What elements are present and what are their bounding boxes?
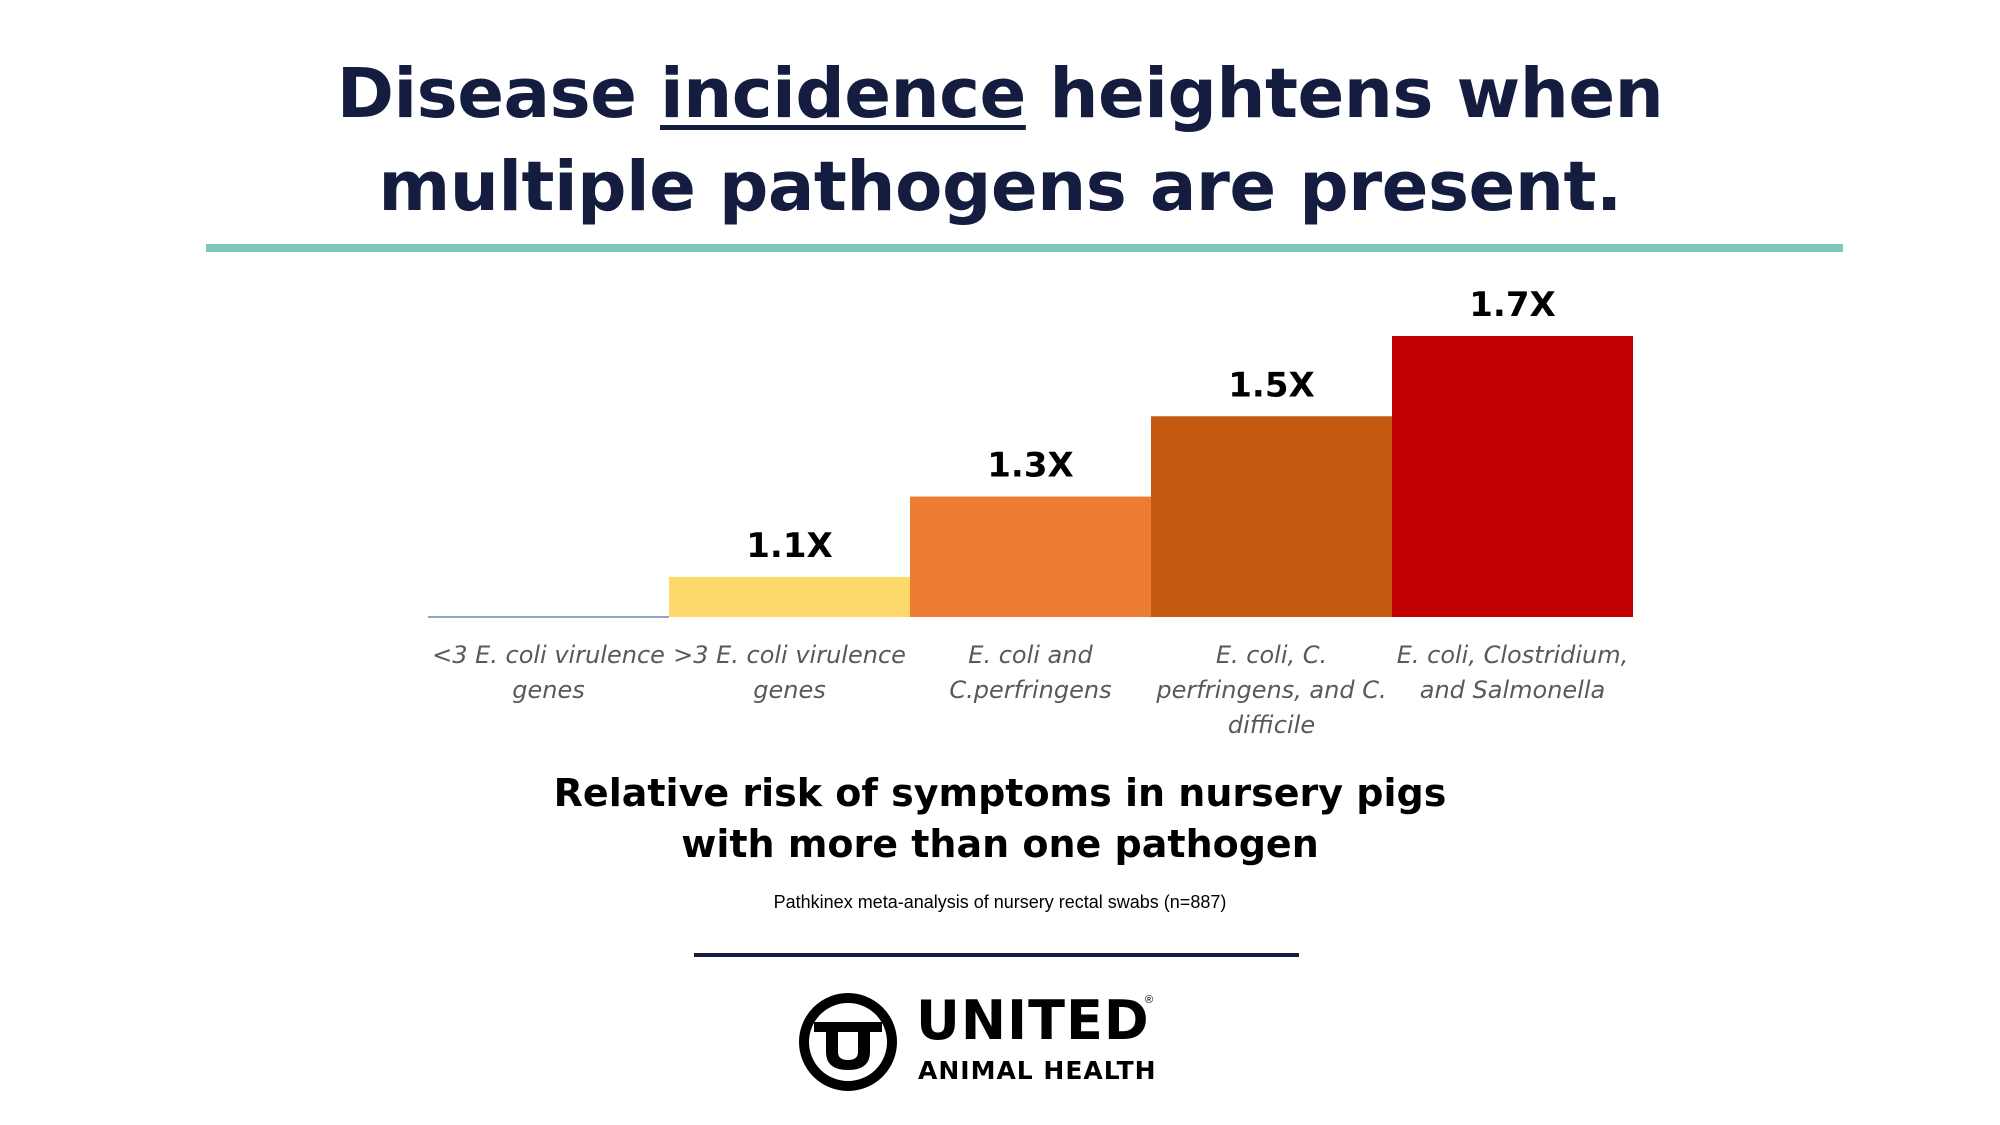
title-line1-rest: heightens when (1049, 54, 1664, 134)
data-label-3: 1.3X (987, 446, 1073, 486)
category-label-2: >3 E. coli virulence genes (673, 641, 906, 704)
logo-wordmark: UNITED (916, 989, 1150, 1052)
category-label-3: E. coli and C.perfringens (949, 641, 1111, 704)
category-label-4: E. coli, C. perfringens, and C. difficile (1155, 641, 1386, 739)
page-title: Disease incidence heightens when multipl… (0, 48, 2000, 234)
logo-subtitle: ANIMAL HEALTH (918, 1056, 1157, 1085)
chart-caption: Relative risk of symptoms in nursery pig… (0, 768, 2000, 870)
category-label-5: E. coli, Clostridium, and Salmonella (1397, 641, 1629, 704)
united-animal-health-logo: UNITED ® ANIMAL HEALTH (798, 990, 1158, 1094)
united-u-icon (799, 993, 897, 1091)
footer-divider (694, 953, 1299, 957)
data-label-2: 1.1X (746, 526, 832, 566)
category-label-1: <3 E. coli virulence genes (432, 641, 665, 704)
bar-5 (1392, 336, 1633, 617)
title-word-disease: Disease (336, 54, 637, 134)
title-underlined-word: incidence (660, 54, 1026, 134)
title-line2: multiple pathogens are present. (378, 147, 1622, 227)
bar-2 (669, 576, 910, 617)
bar-4 (1151, 416, 1392, 617)
source-note: Pathkinex meta-analysis of nursery recta… (773, 892, 1227, 912)
data-label-5: 1.7X (1469, 285, 1555, 325)
chart-caption-line2: with more than one pathogen (681, 822, 1319, 866)
data-label-4: 1.5X (1228, 365, 1314, 405)
registered-mark: ® (1145, 994, 1154, 1006)
chart-caption-line1: Relative risk of symptoms in nursery pig… (553, 771, 1447, 815)
bar-3 (910, 496, 1151, 617)
title-divider (206, 244, 1843, 252)
relative-risk-bar-chart: <3 E. coli virulence genes 1.1X >3 E. coli … (428, 285, 1633, 739)
